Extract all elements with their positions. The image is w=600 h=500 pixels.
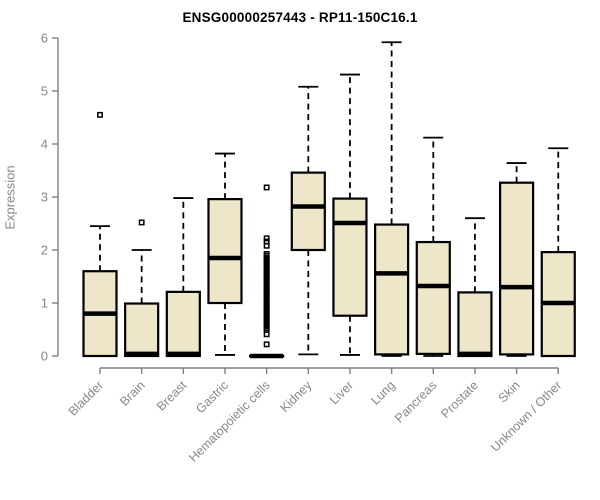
- outlier-point: [263, 235, 270, 242]
- box-iqr: [290, 171, 326, 252]
- boxplot-lung: [374, 41, 410, 357]
- y-tick-label: 5: [41, 84, 48, 99]
- boxplot-hematopoietic-cells: [249, 184, 285, 359]
- y-tick-label: 6: [41, 31, 48, 46]
- box-iqr: [499, 181, 535, 356]
- box-iqr: [415, 240, 451, 355]
- x-category-label: Pancreas: [392, 378, 439, 425]
- boxplot-breast: [165, 197, 201, 358]
- x-category-label: Liver: [327, 378, 356, 407]
- y-tick-label: 3: [41, 190, 48, 205]
- boxplot-kidney: [290, 85, 326, 356]
- box-iqr: [165, 290, 201, 358]
- boxplot-skin: [499, 162, 535, 357]
- boxplot-prostate: [457, 217, 493, 358]
- y-tick-label: 2: [41, 243, 48, 258]
- y-tick-label: 4: [41, 137, 48, 152]
- x-category-label: Bladder: [66, 378, 106, 418]
- outlier-point: [263, 341, 270, 348]
- boxplot-unknown-other: [540, 147, 576, 358]
- chart-title: ENSG00000257443 - RP11-150C16.1: [182, 10, 418, 25]
- box-iqr: [332, 197, 368, 317]
- box-iqr: [457, 291, 493, 358]
- outlier-point: [263, 184, 270, 191]
- x-category-label: Breast: [154, 378, 190, 414]
- y-tick-label: 0: [41, 349, 48, 364]
- y-tick-label: 1: [41, 296, 48, 311]
- outlier-point: [138, 219, 145, 226]
- x-category-label: Gastric: [193, 378, 231, 416]
- x-category-label: Prostate: [438, 378, 481, 421]
- outlier-point: [97, 111, 103, 118]
- x-category-label: Lung: [368, 378, 398, 408]
- x-category-label: Unknown / Other: [488, 378, 564, 454]
- outlier-point: [263, 238, 270, 245]
- boxplot-pancreas: [415, 136, 451, 357]
- x-category-label: Brain: [117, 378, 148, 409]
- box-iqr: [207, 198, 243, 305]
- x-category-label: Hematopoietic cells: [186, 378, 273, 465]
- x-category-label: Kidney: [277, 378, 314, 415]
- outlier-point: [263, 251, 270, 257]
- boxplot-gastric: [207, 152, 243, 356]
- boxplot-bladder: [82, 111, 118, 358]
- box-iqr: [124, 302, 160, 358]
- x-category-label: Skin: [496, 378, 523, 405]
- box-iqr: [374, 223, 410, 356]
- boxplot-brain: [124, 219, 160, 358]
- boxplot-liver: [332, 73, 368, 356]
